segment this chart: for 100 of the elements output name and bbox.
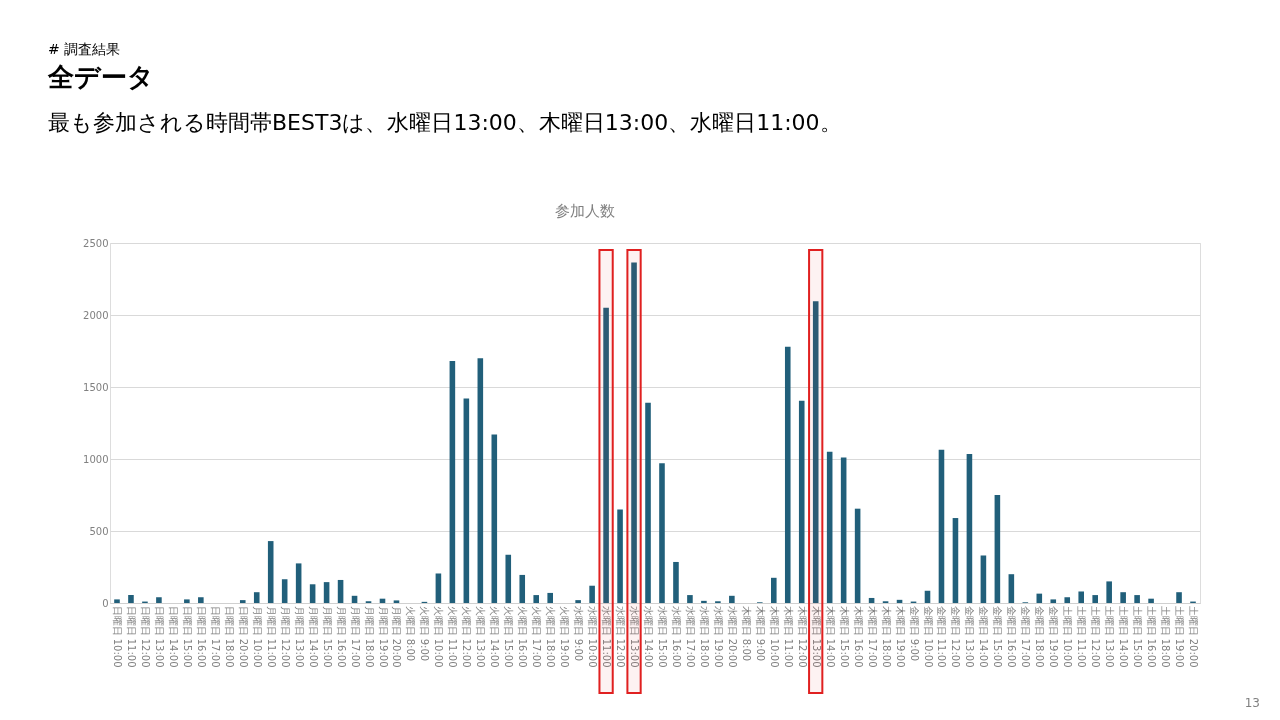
x-tick-label: 土曜日 12:00 (1090, 605, 1102, 668)
x-tick-label: 土曜日 16:00 (1146, 605, 1158, 668)
y-tick-label: 0 (102, 597, 109, 609)
x-tick-label: 金曜日 13:00 (964, 605, 976, 668)
bar (253, 592, 260, 603)
bar (267, 541, 274, 603)
x-tick-label: 日曜日 10:00 (111, 605, 123, 668)
y-tick-label: 1000 (83, 453, 109, 465)
x-tick-label: 月曜日 14:00 (307, 605, 319, 668)
x-tick-label: 水曜日 20:00 (726, 605, 738, 668)
bar (603, 307, 609, 603)
bar (729, 595, 735, 603)
x-tick-label: 木曜日 13:00 (810, 605, 822, 668)
bar (798, 400, 805, 603)
x-tick-label: 水曜日 11:00 (601, 605, 613, 668)
x-tick-label: 金曜日 12:00 (950, 605, 962, 668)
x-tick-label: 金曜日 19:00 (1048, 605, 1060, 668)
x-tick-label: 土曜日 15:00 (1132, 605, 1144, 668)
bar (393, 600, 400, 603)
x-tick-label: 水曜日 13:00 (629, 605, 641, 668)
x-tick-label: 火曜日 13:00 (475, 605, 487, 668)
bar (1092, 595, 1098, 603)
bar (1008, 574, 1015, 603)
chart-title: 参加人数 (555, 202, 615, 220)
bar (239, 600, 246, 603)
bar (323, 582, 330, 603)
bar (184, 599, 190, 603)
bar (477, 358, 484, 603)
bar (1064, 597, 1071, 603)
bar (1106, 581, 1112, 603)
x-tick-label: 水曜日 10:00 (587, 605, 599, 668)
bar (1120, 592, 1126, 603)
x-tick-label: 火曜日 8:00 (405, 605, 417, 662)
bar (687, 595, 693, 603)
bar (505, 554, 512, 603)
y-tick-label: 2500 (83, 237, 109, 249)
x-tick-label: 水曜日 15:00 (656, 605, 668, 668)
text: 13 (1244, 696, 1260, 710)
y-tick-label: 2000 (83, 309, 109, 321)
bar (701, 600, 707, 603)
x-tick-label: 日曜日 11:00 (125, 605, 137, 668)
x-tick-label: 金曜日 16:00 (1006, 605, 1018, 668)
x-tick-label: 金曜日 18:00 (1034, 605, 1046, 668)
x-tick-label: 水曜日 17:00 (684, 605, 696, 668)
x-tick-label: 月曜日 15:00 (321, 605, 333, 668)
bar (812, 301, 819, 603)
x-tick-label: 月曜日 11:00 (265, 605, 277, 668)
x-tick-label: 土曜日 20:00 (1188, 605, 1200, 668)
bar (673, 561, 679, 603)
bar (980, 555, 987, 603)
bar (281, 579, 288, 603)
x-tick-label: 木曜日 11:00 (782, 605, 794, 668)
bar (770, 577, 777, 603)
bar (575, 600, 581, 603)
x-tick-label: 月曜日 12:00 (279, 605, 291, 668)
bar (1148, 598, 1154, 603)
x-tick-label: 日曜日 16:00 (195, 605, 207, 668)
x-tick-label: 木曜日 15:00 (838, 605, 850, 668)
x-tick-label: 水曜日 9:00 (573, 605, 585, 662)
x-tick-label: 木曜日 18:00 (880, 605, 892, 668)
x-tick-label: 火曜日 15:00 (503, 605, 515, 668)
bar (198, 597, 204, 603)
bar (519, 574, 526, 603)
x-tick-label: 月曜日 13:00 (293, 605, 305, 668)
x-tick-label: 月曜日 16:00 (335, 605, 347, 668)
text: # 調査結果 (48, 41, 121, 57)
x-tick-label: 日曜日 14:00 (167, 605, 179, 668)
x-tick-label: 木曜日 10:00 (768, 605, 780, 668)
x-tick-label: 日曜日 12:00 (139, 605, 151, 668)
x-tick-label: 木曜日 16:00 (852, 605, 864, 668)
x-tick-label: 月曜日 10:00 (251, 605, 263, 668)
text: 全データ (47, 62, 154, 92)
x-tick-label: 火曜日 17:00 (531, 605, 543, 668)
x-tick-label: 土曜日 14:00 (1118, 605, 1130, 668)
x-tick-label: 木曜日 8:00 (740, 605, 752, 662)
x-tick-label: 木曜日 12:00 (796, 605, 808, 668)
x-tick-label: 火曜日 9:00 (419, 605, 431, 662)
x-tick-label: 月曜日 18:00 (363, 605, 375, 668)
x-tick-label: 水曜日 18:00 (698, 605, 710, 668)
x-tick-label: 木曜日 19:00 (894, 605, 906, 668)
x-tick-label: 金曜日 10:00 (922, 605, 934, 668)
x-tick-label: 日曜日 15:00 (181, 605, 193, 668)
x-tick-label: 水曜日 19:00 (712, 605, 724, 668)
x-tick-label: 金曜日 11:00 (936, 605, 948, 668)
x-tick-label: 火曜日 14:00 (489, 605, 501, 668)
x-tick-label: 月曜日 20:00 (391, 605, 403, 668)
x-tick-label: 日曜日 18:00 (223, 605, 235, 668)
x-tick-label: 火曜日 10:00 (433, 605, 445, 668)
x-tick-label: 金曜日 17:00 (1020, 605, 1032, 668)
x-tick-label: 水曜日 14:00 (643, 605, 655, 668)
bar (295, 563, 302, 603)
x-tick-label: 月曜日 17:00 (349, 605, 361, 668)
x-tick-label: 日曜日 20:00 (237, 605, 249, 668)
bar (589, 585, 595, 603)
x-tick-label: 水曜日 12:00 (615, 605, 627, 668)
x-tick-label: 金曜日 9:00 (908, 605, 920, 662)
x-tick-label: 土曜日 13:00 (1104, 605, 1116, 668)
x-tick-label: 火曜日 16:00 (517, 605, 529, 668)
x-tick-label: 土曜日 18:00 (1160, 605, 1172, 668)
x-tick-label: 火曜日 18:00 (545, 605, 557, 668)
